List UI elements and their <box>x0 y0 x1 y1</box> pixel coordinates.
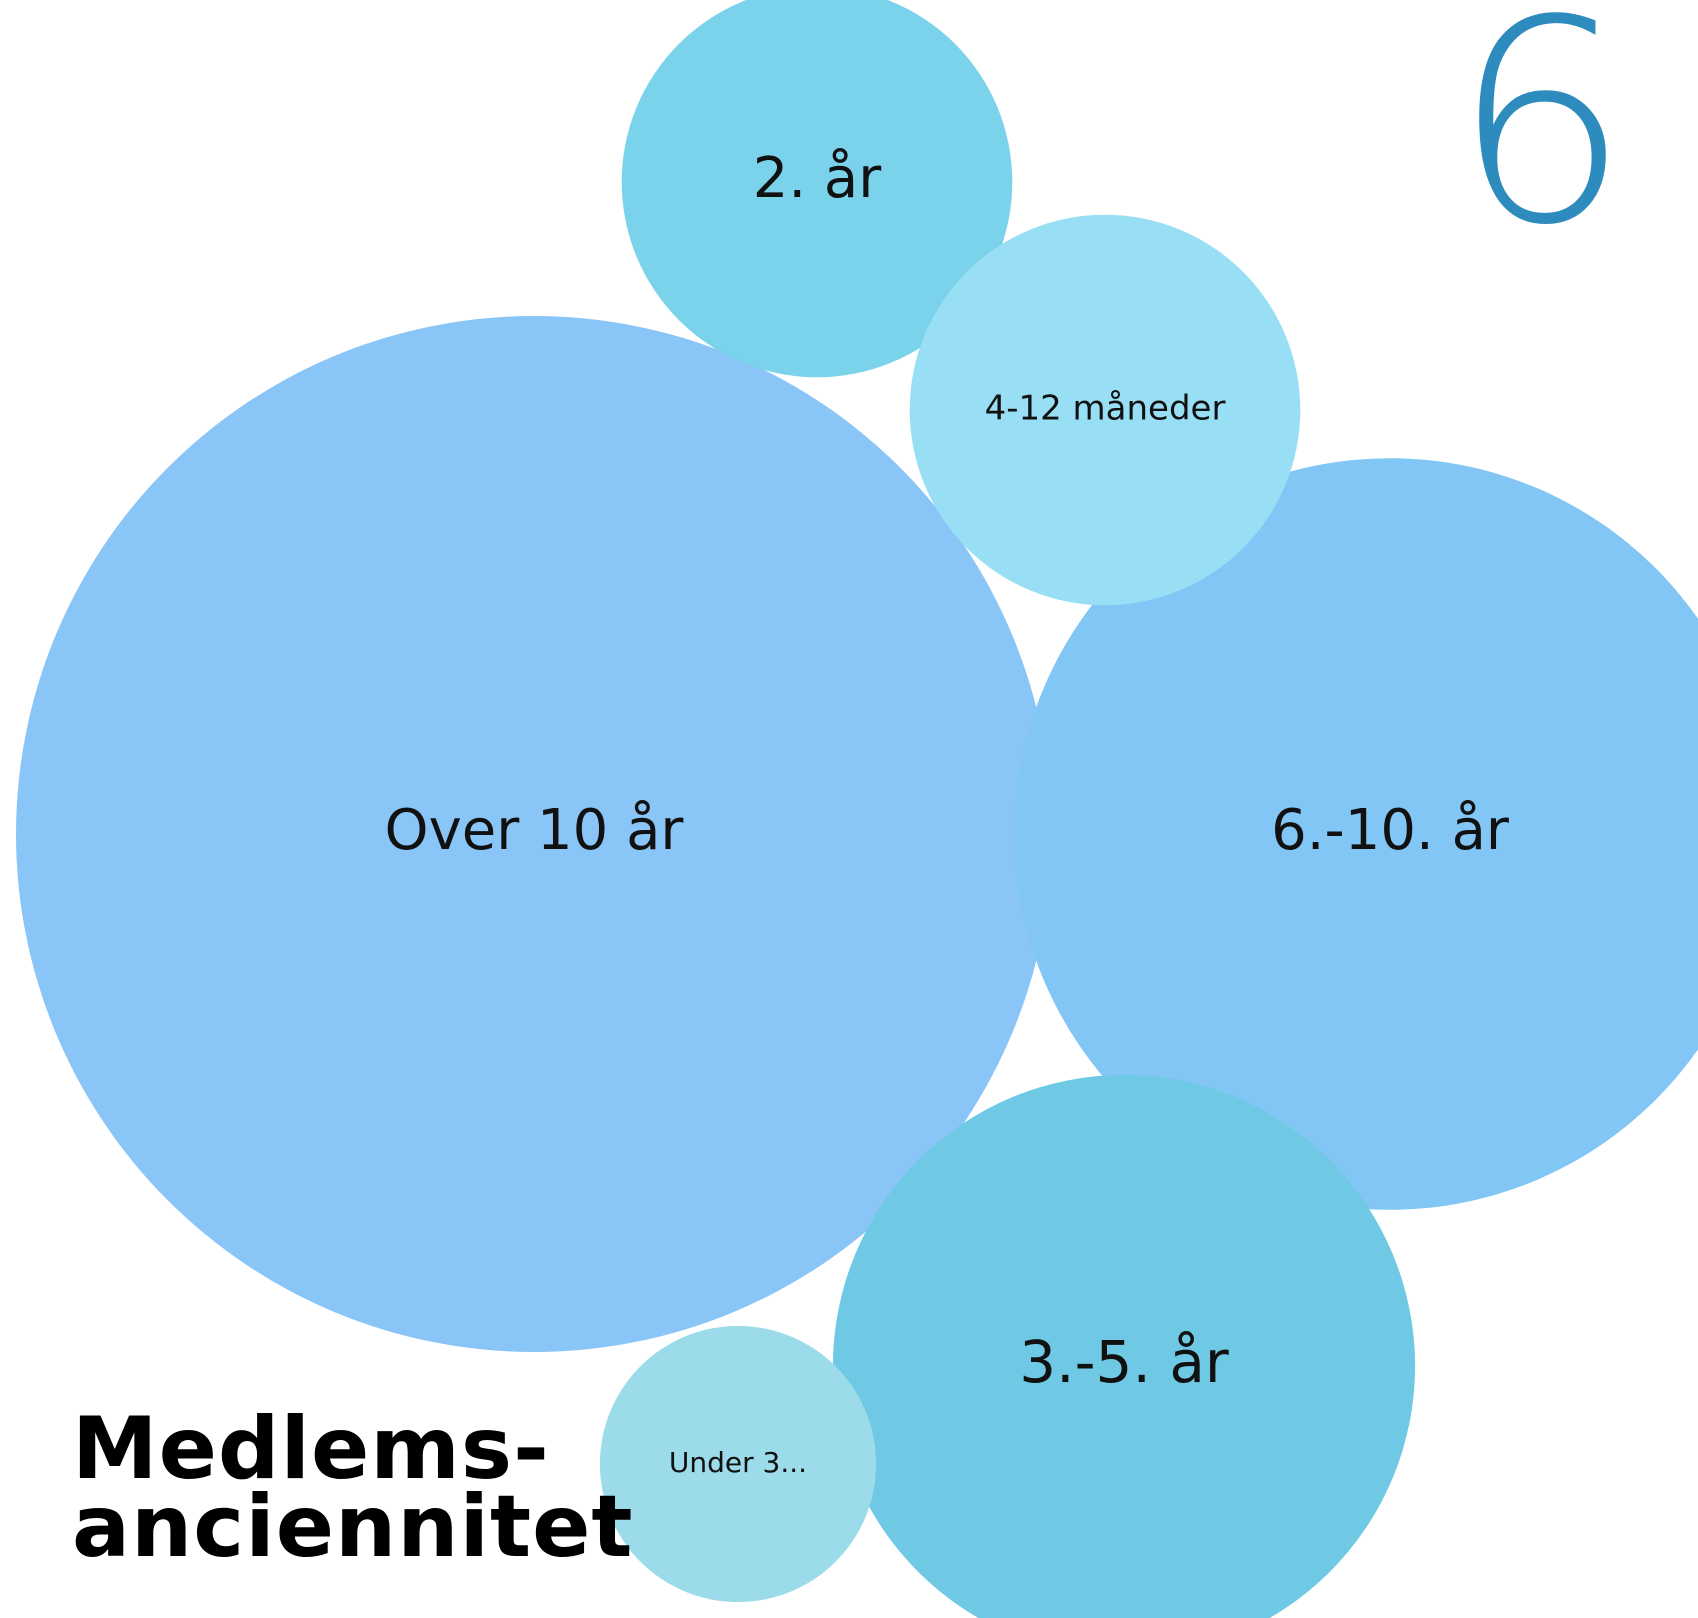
bubble-label-4-12-m-neder: 4-12 måneder <box>985 389 1226 429</box>
bubble-under-3 <box>599 1325 877 1603</box>
chart-title-line-1: Medlems- <box>72 1399 550 1499</box>
bubble-label-under-3: Under 3... <box>669 1446 807 1479</box>
chart-title-line-2: anciennitet <box>72 1477 634 1577</box>
bubble-label-2-r: 2. år <box>753 146 883 211</box>
bubble-over-10-r <box>16 316 1052 1352</box>
bubble-4-12-m-neder <box>909 214 1301 606</box>
bubble-2-r <box>621 0 1013 378</box>
bubble-label-6-10-r: 6.-10. år <box>1271 798 1510 863</box>
bubbles-group: Over 10 år 6.-10. år 3.-5. år 2. år 4-12 mån… <box>16 0 1698 1618</box>
big-stat-value: 6 % <box>1452 0 1698 287</box>
bubble-3-5-r <box>832 1074 1416 1618</box>
bubble-label-over-10-r: Over 10 år <box>385 798 685 863</box>
bubble-label-3-5-r: 3.-5. år <box>1019 1328 1229 1396</box>
bubble-6-10-r <box>1014 458 1698 1210</box>
chart-title: Medlems- anciennitet <box>72 1399 634 1577</box>
